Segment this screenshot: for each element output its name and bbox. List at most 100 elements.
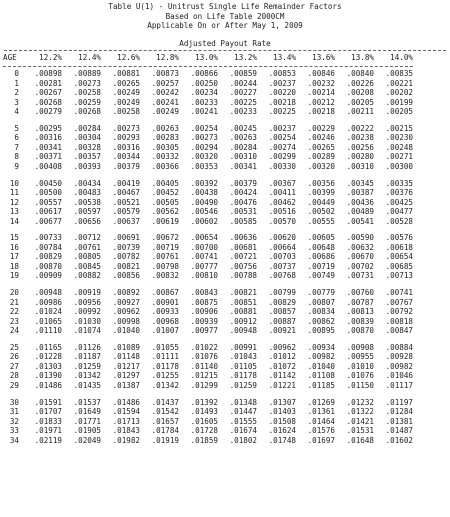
factor-cell: .01072 [268, 361, 296, 371]
factor-cell: .01802 [229, 435, 257, 445]
factor-cell: .00777 [190, 261, 218, 271]
factor-cell: .00202 [385, 88, 413, 97]
factor-cell: .01657 [151, 416, 179, 426]
factor-cell: .00477 [385, 207, 413, 217]
factor-cell: .01464 [307, 416, 335, 426]
group-spacer [3, 171, 413, 178]
factor-cell: .01142 [268, 371, 296, 381]
factor-cell: .01012 [268, 352, 296, 362]
age-cell: 3 [14, 97, 19, 107]
table-row: 31 .01707 .01649 .01594 .01542 .01493 .01447 .0… [3, 407, 413, 417]
factor-cell: .01197 [385, 397, 413, 407]
factor-cell: .00366 [151, 161, 179, 171]
factor-cell: .00353 [190, 161, 218, 171]
factor-cell: .01089 [112, 342, 140, 352]
factor-cell: .00873 [151, 69, 179, 78]
factors-table-body: AGE 12.2% 12.4% 12.6% 12.8% 13.0% 13.2% 13.4% 13… [3, 51, 413, 445]
factor-cell: .00265 [112, 78, 140, 88]
factor-cell: .00670 [346, 252, 374, 262]
factor-cell: .01859 [190, 435, 218, 445]
factor-cell: .00425 [385, 197, 413, 207]
factor-cell: .00214 [307, 88, 335, 97]
factor-cell: .00756 [229, 261, 257, 271]
factor-cell: .01140 [190, 361, 218, 371]
factor-cell: .00419 [112, 178, 140, 188]
factor-cell: .00393 [73, 161, 101, 171]
factor-cell: .00681 [229, 242, 257, 252]
factor-cell: .00254 [190, 123, 218, 133]
factor-cell: .01259 [229, 380, 257, 390]
factor-cell: .00299 [268, 152, 296, 162]
age-cell: 2 [14, 88, 19, 97]
factor-cell: .00906 [190, 307, 218, 317]
factor-cell: .00489 [346, 207, 374, 217]
factor-cell: .00898 [34, 69, 62, 78]
factor-cell: .00376 [385, 188, 413, 198]
factor-cell: .00227 [229, 88, 257, 97]
age-cell: 28 [9, 371, 19, 381]
table-row: 26 .01228 .01187 .01148 .01111 .01076 .01043 .0… [3, 352, 413, 362]
factor-cell: .01576 [307, 426, 335, 436]
factor-cell: .00843 [190, 288, 218, 298]
factor-cell: .00467 [112, 188, 140, 198]
table-row: 28 .01390 .01342 .01297 .01255 .01215 .01178 .0… [3, 371, 413, 381]
factor-cell: .00576 [385, 233, 413, 243]
factor-cell: .00220 [268, 88, 296, 97]
factor-cell: .00257 [151, 78, 179, 88]
factor-cell: .00222 [346, 123, 374, 133]
factor-cell: .00870 [346, 326, 374, 336]
table-title: Table U(1) - Unitrust Single Life Remain… [108, 2, 342, 11]
factor-cell: .00856 [112, 271, 140, 281]
factor-cell: .00884 [385, 342, 413, 352]
factor-cell: .00834 [307, 307, 335, 317]
age-cell: 22 [9, 307, 19, 317]
factor-cell: .00241 [190, 107, 218, 116]
factor-cell: .00438 [190, 188, 218, 198]
table-row: 34 .02119 .02049 .01982 .01919 .01859 .01802 .0… [3, 436, 413, 446]
age-cell: 1 [14, 78, 19, 88]
factor-cell: .00654 [190, 233, 218, 243]
factor-cell: .00271 [385, 152, 413, 162]
factor-cell: .01215 [190, 371, 218, 381]
factor-cell: .00281 [34, 78, 62, 88]
factor-cell: .00818 [385, 316, 413, 326]
table-row: 15 .00733 .00712 .00691 .00672 .00654 .00636 .0… [3, 233, 413, 243]
factor-cell: .00664 [268, 242, 296, 252]
factor-cell: .00648 [307, 242, 335, 252]
factor-cell: .00875 [190, 297, 218, 307]
age-cell: 16 [9, 242, 19, 252]
table-row: 27 .01303 .01259 .01217 .01178 .01140 .01105 .0… [3, 362, 413, 372]
factor-cell: .00788 [229, 271, 257, 281]
factor-cell: .00672 [151, 233, 179, 243]
factor-cell: .00948 [229, 326, 257, 336]
factor-cell: .00928 [385, 352, 413, 362]
factor-cell: .00992 [73, 307, 101, 317]
factor-cell: .00316 [112, 142, 140, 152]
factor-cell: .01178 [151, 361, 179, 371]
factor-cell: .01284 [385, 407, 413, 417]
factor-cell: .00320 [190, 152, 218, 162]
age-cell: 23 [9, 316, 19, 326]
factor-cell: .00702 [346, 261, 374, 271]
factor-cell: .00320 [307, 161, 335, 171]
factor-cell: .00436 [346, 197, 374, 207]
factor-cell: .01403 [268, 407, 296, 417]
factor-cell: .00605 [307, 233, 335, 243]
factor-cell: .00541 [346, 216, 374, 226]
factor-cell: .00367 [268, 178, 296, 188]
age-cell: 9 [14, 161, 19, 171]
factor-cell: .00245 [229, 123, 257, 133]
factor-cell: .00399 [307, 188, 335, 198]
factor-cell: .00889 [73, 69, 101, 78]
factor-cell: .01303 [34, 361, 62, 371]
table-effective-date: Applicable On or After May 1, 2009 [147, 21, 303, 30]
table-row: 30 .01591 .01537 .01486 .01437 .01392 .01348 .0… [3, 398, 413, 408]
factor-cell: .00531 [229, 207, 257, 217]
table-row: 24 .01110 .01074 .01040 .01007 .00977 .00948 .0… [3, 326, 413, 336]
factor-cell: .00546 [190, 207, 218, 217]
factor-cell: .00829 [34, 252, 62, 262]
factor-cell: .00784 [34, 242, 62, 252]
factor-cell: .00284 [229, 142, 257, 152]
factor-cell: .00821 [229, 288, 257, 298]
table-row: 5 .00295 .00284 .00273 .00263 .00254 .00245 .00… [3, 124, 413, 134]
